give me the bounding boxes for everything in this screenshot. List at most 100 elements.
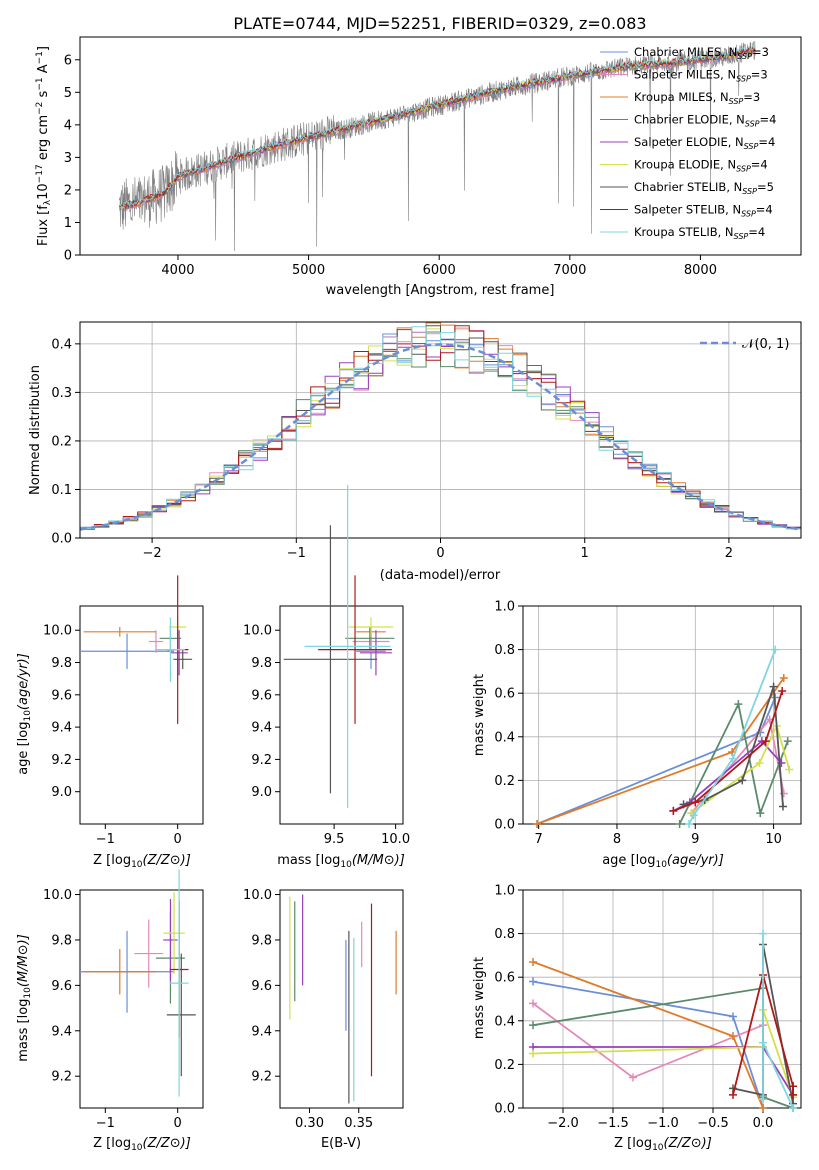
weight_vs_Z-series-line — [532, 1002, 764, 1079]
weight_vs_Z-xtick-label: −1.0 — [647, 1116, 679, 1131]
weight_vs_age-marker — [779, 673, 788, 682]
weight_vs_age-ytick-label: 0.6 — [494, 687, 515, 702]
residual-ytick-label: 0.4 — [51, 337, 72, 352]
spectrum-ytick-label: 2 — [64, 183, 72, 198]
spectrum-legend-label: Chabrier STELIB, NSSP=5 — [634, 180, 774, 196]
mass_vs_Z-ytick-label: 9.6 — [51, 979, 72, 994]
normal-legend-label: 𝒩(0, 1) — [742, 337, 789, 352]
mass_vs_ebv-ytick-label: 9.6 — [251, 979, 272, 994]
age_vs_Z-ytick-label: 9.2 — [51, 753, 72, 768]
spectrum-legend-label: Salpeter ELODIE, NSSP=4 — [634, 135, 775, 151]
weight_vs_Z-marker — [759, 1095, 767, 1104]
weight_vs_Z-series-line — [732, 971, 794, 1096]
spectrum-ytick-label: 6 — [64, 53, 72, 68]
age_vs_Z-ytick-label: 9.8 — [51, 656, 72, 671]
mass_vs_ebv-ytick-label: 9.8 — [251, 933, 272, 948]
spectrum-legend-label: Salpeter MILES, NSSP=3 — [634, 68, 768, 84]
spectrum-legend: Chabrier MILES, NSSP=3 Salpeter MILES, NS… — [600, 45, 776, 241]
mass_vs_Z-xtick-label: −1 — [96, 1116, 115, 1131]
mass-vs-ebv-xlabel: E(B-V) — [321, 1136, 361, 1151]
residual-ytick-label: 0.3 — [51, 386, 72, 401]
weight_vs_Z-xtick-label: 0.0 — [753, 1116, 774, 1131]
weight_vs_age-marker — [761, 737, 770, 746]
weight_vs_Z-xtick-label: −0.5 — [697, 1116, 729, 1131]
age_vs_mass-xtick-label: 9.5 — [324, 832, 345, 847]
age-vs-mass-xlabel: mass [log10(M/M⊙)] — [277, 853, 405, 870]
mass_vs_ebv-ytick-label: 10.0 — [243, 888, 272, 903]
weight_vs_age-marker — [778, 687, 787, 696]
residual-ytick-label: 0.1 — [51, 483, 72, 498]
weight_vs_age-series-line — [688, 649, 777, 825]
weight_vs_age-xtick-label: 8 — [613, 832, 621, 847]
weight_vs_Z-marker — [789, 1090, 797, 1099]
weight_vs_Z-ytick-label: 0.6 — [494, 971, 515, 986]
residual-legend: 𝒩(0, 1) — [700, 337, 789, 352]
spectrum-xlabel: wavelength [Angstrom, rest frame] — [326, 283, 555, 298]
weight_vs_Z-marker — [759, 929, 767, 938]
mass_vs_Z-ytick-label: 9.4 — [51, 1024, 72, 1039]
weight-vs-age-panel: 7 8 9 10 0.0 0.2 0.4 0.6 0.8 1.0 age [log10(age/y… — [472, 600, 802, 870]
mass_vs_ebv-ytick-label: 9.2 — [251, 1070, 272, 1085]
weight_vs_age-ytick-label: 0.2 — [494, 774, 515, 789]
age-vs-metallicity-panel: −1 0 9.0 9.2 9.4 9.6 9.8 10.0 Z [log10(Z/Z⊙)] a… — [16, 575, 204, 870]
age_vs_Z-ytick-label: 9.6 — [51, 688, 72, 703]
spectrum-legend-label: Salpeter STELIB, NSSP=4 — [634, 203, 773, 219]
age_vs_Z-xtick-label: 0 — [174, 832, 182, 847]
residual-histogram-step — [80, 326, 801, 530]
weight_vs_Z-marker — [629, 1073, 637, 1082]
weight_vs_age-marker — [669, 806, 678, 815]
age-vs-metallicity-xlabel: Z [log10(Z/Z⊙)] — [93, 853, 191, 870]
weight_vs_age-ytick-label: 0.4 — [494, 730, 515, 745]
weight_vs_age-marker — [778, 802, 787, 811]
mass-vs-metallicity-xlabel: Z [log10(Z/Z⊙)] — [93, 1136, 191, 1153]
mass_vs_ebv-ytick-label: 9.4 — [251, 1024, 272, 1039]
residual-xlabel: (data-model)/error — [380, 568, 501, 583]
mass-vs-metallicity-ylabel: mass [log10(M/M⊙)] — [16, 934, 33, 1062]
spectrum-ytick-label: 1 — [64, 216, 72, 231]
weight_vs_Z-marker — [789, 1104, 797, 1112]
weight_vs_age-marker — [685, 820, 694, 828]
weight_vs_age-marker — [691, 798, 700, 807]
weight_vs_age-series-line — [536, 677, 785, 825]
age-vs-metallicity-ylabel: age [log10(age/yr)] — [16, 653, 33, 775]
weight_vs_Z-marker — [729, 1012, 737, 1021]
spectrum-xtick-label: 8000 — [684, 263, 717, 278]
weight_vs_age-xtick-label: 9 — [691, 832, 699, 847]
weight_vs_age-marker — [533, 820, 542, 828]
age_vs_Z-ytick-label: 9.4 — [51, 721, 72, 736]
age_vs_Z-xtick-label: −1 — [96, 832, 115, 847]
weight_vs_Z-marker — [529, 977, 537, 986]
weight_vs_Z-series-line — [762, 933, 794, 1109]
weight_vs_Z-marker — [759, 1104, 767, 1112]
mass_vs_ebv-frame — [279, 889, 404, 1109]
weight_vs_age-xtick-label: 10 — [765, 832, 782, 847]
residual-ytick-label: 0.0 — [51, 532, 72, 547]
weight_vs_age-xtick-label: 7 — [535, 832, 543, 847]
weight_vs_Z-ytick-label: 1.0 — [494, 884, 515, 899]
weight_vs_Z-ytick-label: 0.8 — [494, 927, 515, 942]
weight_vs_age-marker — [771, 645, 780, 654]
weight-vs-age-ylabel: mass weight — [472, 674, 487, 756]
weight-vs-metallicity-ylabel: mass weight — [472, 957, 487, 1039]
spectrum-legend-label: Kroupa STELIB, NSSP=4 — [634, 225, 765, 241]
mass_vs_ebv-xtick-label: 0.35 — [344, 1116, 373, 1131]
weight_vs_age-marker — [734, 700, 743, 709]
age_vs_Z-ytick-label: 9.0 — [51, 785, 72, 800]
spectrum-ytick-label: 5 — [64, 86, 72, 101]
weight_vs_age-ytick-label: 0.8 — [494, 643, 515, 658]
mass_vs_Z-ytick-label: 9.8 — [51, 933, 72, 948]
residual-xtick-label: 2 — [725, 546, 733, 561]
weight_vs_Z-series-line — [532, 980, 764, 1109]
weight_vs_Z-marker — [529, 957, 537, 966]
weight_vs_age-marker — [785, 765, 794, 774]
spectrum-xtick-label: 7000 — [553, 263, 586, 278]
figure-title: PLATE=0744, MJD=52251, FIBERID=0329, z=0… — [233, 14, 646, 33]
weight_vs_Z-ytick-label: 0.2 — [494, 1058, 515, 1073]
age_vs_mass-ytick-label: 9.2 — [251, 753, 272, 768]
weight_vs_age-series-line — [690, 723, 791, 814]
weight_vs_Z-ytick-label: 0.0 — [494, 1102, 515, 1117]
residual-xtick-label: 1 — [581, 546, 589, 561]
spectrum-legend-label: Chabrier MILES, NSSP=3 — [634, 45, 769, 61]
residual-xtick-label: −1 — [287, 546, 306, 561]
